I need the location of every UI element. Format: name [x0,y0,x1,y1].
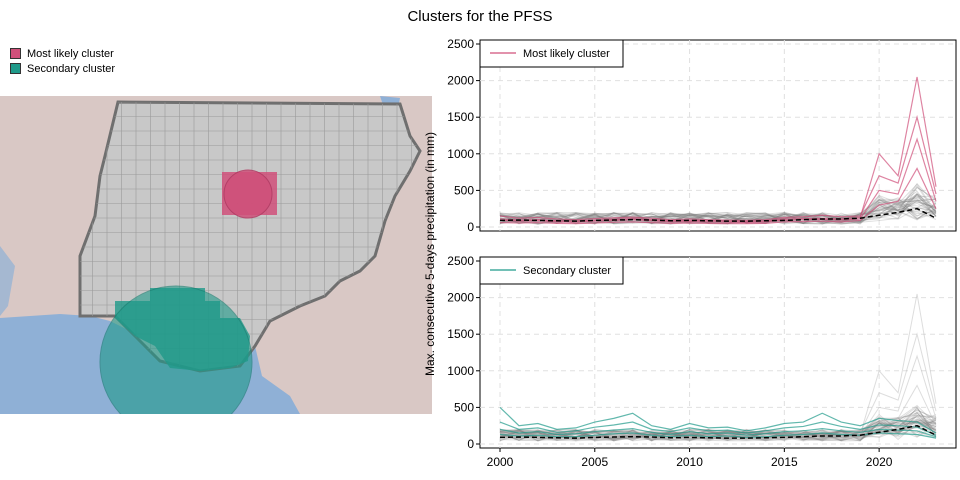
bottom-cluster-series [499,421,937,436]
x-tick-label: 2015 [771,455,798,469]
top-background-series [499,199,937,225]
bottom-background-series [499,419,937,440]
x-tick-label: 2005 [581,455,608,469]
bottom-y-tick-label: 500 [454,400,474,414]
top-y-tick-label: 1000 [447,147,474,161]
bottom-background-series [499,405,937,442]
top-y-tick-label: 2500 [447,37,474,51]
x-tick-label: 2000 [487,455,514,469]
legend-label-most-likely: Most likely cluster [27,47,114,60]
top-y-tick-label: 500 [454,183,474,197]
top-legend-label: Most likely cluster [523,48,610,60]
most-likely-swatch [10,48,21,59]
secondary-swatch [10,63,21,74]
most-likely-circle [223,169,273,219]
secondary-circle [99,285,253,414]
top-background-series [499,198,937,224]
bottom-background-series [499,421,937,442]
bottom-y-tick-label: 1000 [447,364,474,378]
bottom-background-series [499,411,937,442]
legend-label-secondary: Secondary cluster [27,62,116,75]
top-y-tick-label: 2000 [447,74,474,88]
top-panel-frame [479,39,957,232]
bottom-median-line [499,424,937,439]
bottom-legend-label: Secondary cluster [523,265,611,277]
top-background-series [499,183,937,225]
bottom-y-tick-label: 0 [467,437,474,451]
top-cluster-series [499,137,937,224]
bottom-cluster-series [499,428,937,438]
cluster-map [0,96,432,414]
bottom-background-series [499,420,937,441]
top-median-line [499,207,937,222]
top-cluster-series [499,114,937,222]
top-background-series [499,193,937,225]
top-y-tick-label: 1500 [447,110,474,124]
bottom-y-tick-label: 1500 [447,327,474,341]
x-tick-label: 2020 [866,455,893,469]
lake [0,246,15,316]
legend-entry-secondary: Secondary cluster [10,61,115,76]
top-background-series [499,196,937,224]
legend-entry-most-likely: Most likely cluster [10,46,115,61]
top-background-series [499,199,937,225]
top-y-tick-label: 0 [467,220,474,234]
bottom-panel-frame [479,256,957,449]
bottom-y-tick-label: 2500 [447,254,474,268]
top-background-series [499,206,937,224]
bottom-cluster-series [499,406,937,434]
bottom-faint-series [499,354,937,441]
y-axis-label: Max. consecutive 5-days precipitation (i… [423,132,437,376]
bottom-y-tick-label: 2000 [447,291,474,305]
x-tick-label: 2010 [676,455,703,469]
top-panel: 0 500 1000 1500 2000 2500 Most likely cluster [447,37,957,234]
figure-title: Clusters for the PFSS [407,8,553,25]
bottom-background-series [499,417,937,441]
map-legend: Most likely cluster Secondary cluster [10,46,115,76]
bottom-panel: 0 500 1000 1500 2000 2500 Secondary cluster 200… [447,254,957,469]
